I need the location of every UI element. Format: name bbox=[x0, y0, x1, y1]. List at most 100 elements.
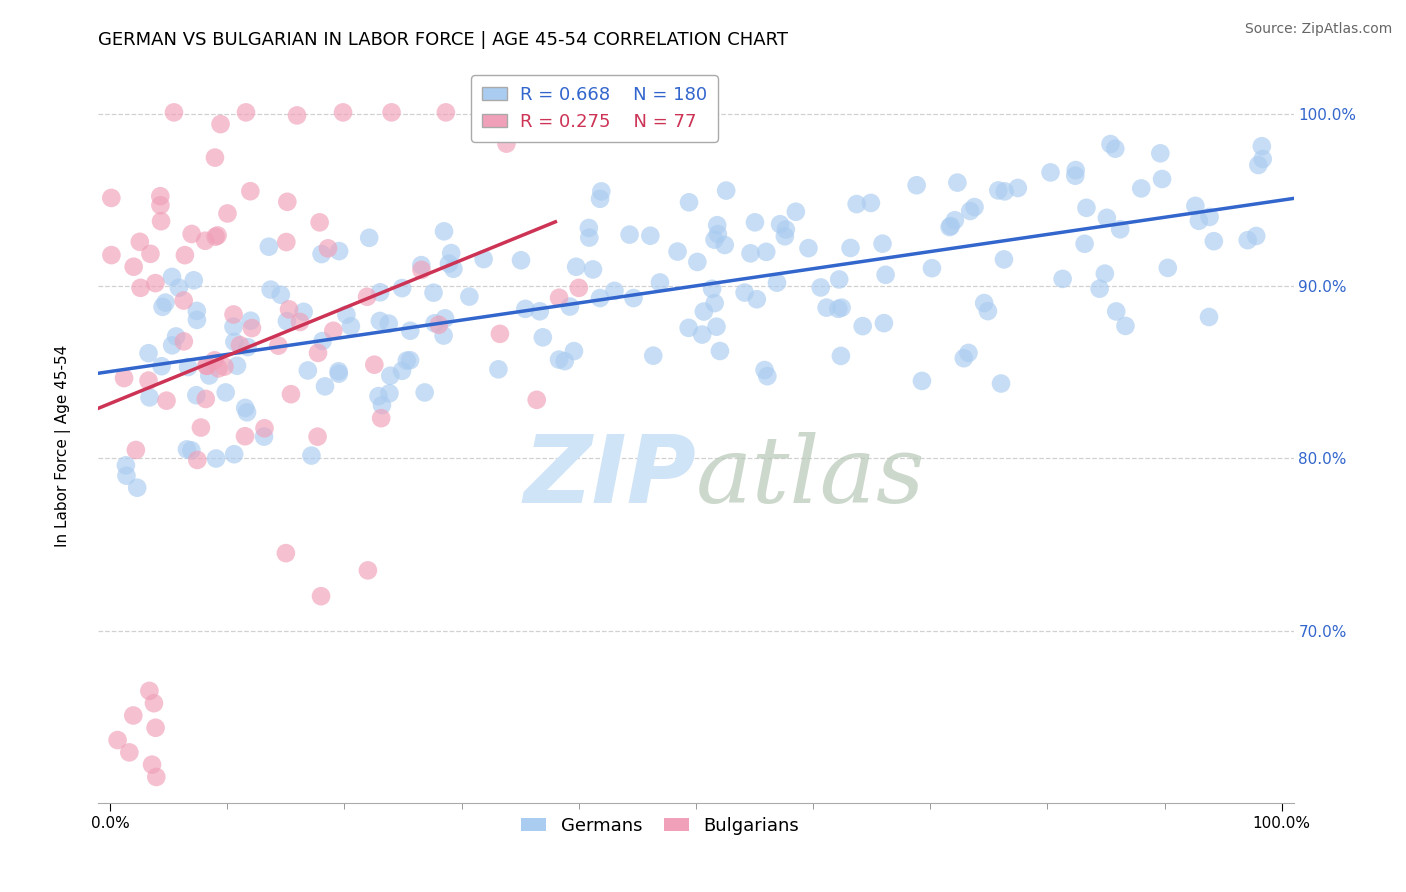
Point bbox=[993, 252, 1015, 267]
Point bbox=[391, 364, 413, 378]
Point bbox=[276, 314, 298, 328]
Point bbox=[510, 253, 533, 268]
Point bbox=[224, 334, 246, 349]
Point bbox=[391, 281, 413, 295]
Point bbox=[224, 447, 246, 461]
Point bbox=[434, 105, 457, 120]
Point bbox=[959, 204, 981, 219]
Point bbox=[253, 429, 276, 443]
Point bbox=[276, 235, 298, 249]
Point bbox=[434, 311, 457, 326]
Point bbox=[766, 276, 789, 290]
Point bbox=[236, 405, 259, 419]
Point bbox=[775, 222, 797, 236]
Point bbox=[399, 353, 422, 368]
Point bbox=[233, 429, 256, 443]
Point bbox=[107, 733, 129, 747]
Point bbox=[308, 215, 330, 229]
Point bbox=[1105, 304, 1128, 318]
Point bbox=[173, 248, 195, 262]
Point bbox=[1109, 222, 1132, 236]
Point bbox=[565, 260, 588, 274]
Point bbox=[1064, 163, 1087, 178]
Point bbox=[1244, 229, 1267, 244]
Point bbox=[118, 745, 141, 759]
Point bbox=[619, 227, 641, 242]
Point bbox=[911, 374, 934, 388]
Point bbox=[204, 151, 226, 165]
Point bbox=[423, 316, 446, 330]
Point bbox=[1247, 158, 1270, 172]
Text: atlas: atlas bbox=[696, 432, 925, 522]
Point bbox=[714, 184, 737, 198]
Point bbox=[198, 368, 221, 383]
Point bbox=[558, 300, 581, 314]
Point bbox=[328, 244, 350, 259]
Point bbox=[257, 240, 280, 254]
Point bbox=[138, 684, 160, 698]
Point bbox=[690, 327, 713, 342]
Point bbox=[160, 269, 183, 284]
Point bbox=[831, 301, 853, 315]
Point bbox=[194, 234, 217, 248]
Point bbox=[1184, 199, 1206, 213]
Point bbox=[703, 233, 725, 247]
Point bbox=[328, 364, 350, 378]
Point bbox=[963, 200, 986, 214]
Point bbox=[623, 291, 645, 305]
Point bbox=[145, 276, 167, 290]
Point bbox=[150, 359, 173, 374]
Point bbox=[340, 319, 363, 334]
Point bbox=[1198, 310, 1220, 324]
Point bbox=[1114, 318, 1136, 333]
Point bbox=[314, 379, 336, 393]
Point bbox=[274, 546, 297, 560]
Point bbox=[785, 204, 807, 219]
Point bbox=[195, 359, 218, 373]
Point bbox=[222, 319, 245, 334]
Point bbox=[276, 194, 298, 209]
Point bbox=[568, 281, 591, 295]
Point bbox=[195, 359, 218, 373]
Point bbox=[301, 449, 323, 463]
Point bbox=[226, 359, 249, 373]
Point bbox=[603, 284, 626, 298]
Point bbox=[437, 257, 460, 271]
Point bbox=[267, 338, 290, 352]
Point bbox=[666, 244, 689, 259]
Point bbox=[138, 346, 160, 360]
Point bbox=[875, 268, 897, 282]
Point bbox=[139, 247, 162, 261]
Point bbox=[335, 308, 357, 322]
Point bbox=[204, 229, 226, 244]
Text: GERMAN VS BULGARIAN IN LABOR FORCE | AGE 45-54 CORRELATION CHART: GERMAN VS BULGARIAN IN LABOR FORCE | AGE… bbox=[98, 31, 789, 49]
Point bbox=[270, 287, 292, 301]
Point bbox=[207, 228, 229, 243]
Point bbox=[177, 360, 200, 375]
Point bbox=[155, 393, 177, 408]
Point bbox=[253, 421, 276, 435]
Point bbox=[582, 262, 605, 277]
Point bbox=[165, 329, 187, 343]
Point bbox=[239, 314, 262, 328]
Point bbox=[122, 260, 145, 274]
Point bbox=[240, 321, 263, 335]
Point bbox=[859, 195, 882, 210]
Point bbox=[946, 176, 969, 190]
Point bbox=[1250, 139, 1272, 153]
Point bbox=[744, 215, 766, 229]
Point bbox=[186, 388, 208, 402]
Point bbox=[489, 326, 512, 341]
Point bbox=[217, 206, 239, 220]
Point bbox=[1073, 236, 1095, 251]
Point bbox=[204, 353, 226, 368]
Point bbox=[378, 386, 401, 401]
Point bbox=[1104, 142, 1126, 156]
Point bbox=[222, 308, 245, 322]
Point bbox=[745, 292, 768, 306]
Point bbox=[957, 346, 980, 360]
Point bbox=[309, 589, 332, 603]
Point bbox=[357, 563, 380, 577]
Point bbox=[138, 391, 160, 405]
Point bbox=[363, 358, 385, 372]
